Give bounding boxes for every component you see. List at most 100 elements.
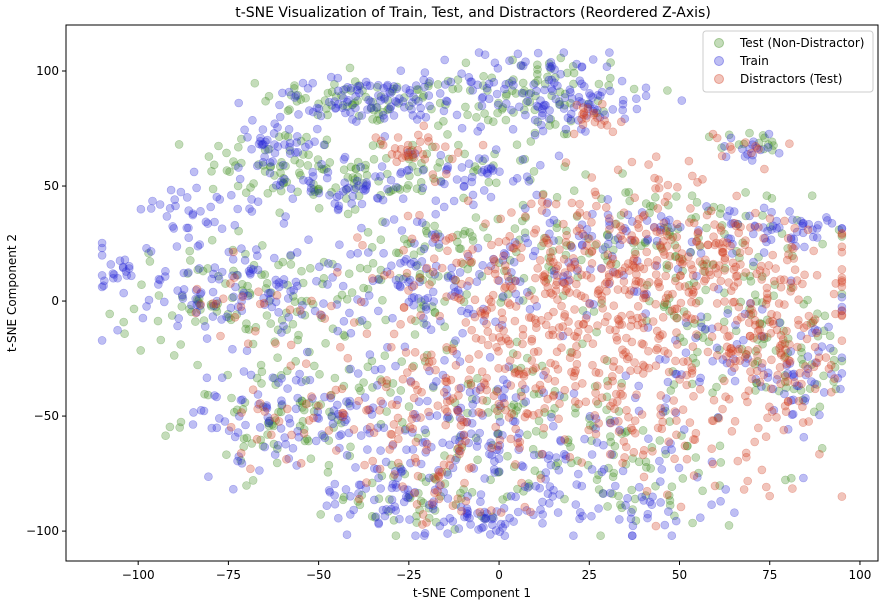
scatter-point-series-0	[662, 264, 672, 273]
scatter-point-series-0	[664, 293, 674, 303]
scatter-point-series-1	[577, 62, 587, 72]
scatter-point-series-0	[312, 401, 321, 410]
scatter-point-series-2	[453, 494, 463, 504]
scatter-point-series-2	[500, 399, 509, 408]
scatter-point-series-0	[331, 183, 341, 192]
scatter-point-series-0	[341, 194, 351, 203]
scatter-point-series-2	[385, 445, 395, 454]
scatter-point-series-0	[258, 161, 268, 170]
scatter-point-series-0	[298, 403, 307, 412]
scatter-point-series-2	[771, 264, 780, 273]
scatter-point-series-0	[478, 81, 488, 90]
scatter-point-series-2	[368, 456, 378, 466]
scatter-point-series-0	[424, 79, 434, 88]
scatter-point-series-1	[563, 113, 573, 123]
scatter-point-series-2	[360, 460, 369, 470]
scatter-point-series-0	[550, 403, 559, 413]
scatter-point-series-0	[346, 442, 355, 452]
scatter-point-series-0	[806, 319, 816, 328]
scatter-point-series-0	[583, 233, 593, 243]
scatter-point-series-0	[642, 280, 652, 290]
scatter-point-series-2	[651, 270, 661, 279]
scatter-point-series-2	[780, 216, 789, 226]
scatter-point-series-2	[614, 365, 624, 374]
scatter-point-series-2	[582, 211, 592, 220]
scatter-point-series-2	[719, 376, 729, 386]
scatter-point-series-0	[280, 131, 290, 140]
scatter-point-series-0	[343, 209, 353, 219]
y-axis-label: t-SNE Component 2	[5, 234, 19, 352]
scatter-point-series-2	[809, 246, 819, 256]
scatter-point-series-0	[247, 439, 257, 448]
scatter-point-series-1	[774, 148, 784, 158]
scatter-point-series-1	[409, 300, 418, 310]
scatter-point-series-1	[599, 440, 608, 450]
scatter-point-series-1	[533, 102, 543, 112]
scatter-point-series-0	[717, 221, 727, 230]
scatter-point-series-2	[622, 354, 632, 364]
scatter-point-series-0	[534, 416, 544, 426]
scatter-point-series-0	[400, 469, 410, 479]
scatter-point-series-0	[444, 154, 454, 164]
scatter-point-series-2	[286, 340, 296, 350]
scatter-point-series-0	[520, 86, 529, 95]
scatter-point-series-0	[375, 115, 385, 124]
scatter-point-series-2	[755, 377, 765, 387]
scatter-point-series-1	[521, 110, 530, 120]
scatter-point-series-0	[421, 477, 431, 487]
scatter-point-series-0	[659, 223, 669, 233]
scatter-point-series-0	[454, 140, 463, 150]
scatter-point-series-1	[391, 182, 401, 192]
scatter-point-series-0	[515, 156, 525, 165]
scatter-point-series-2	[230, 312, 240, 322]
scatter-point-series-1	[395, 514, 404, 524]
scatter-point-series-0	[319, 257, 329, 267]
scatter-point-series-0	[494, 98, 503, 108]
scatter-point-series-0	[194, 294, 204, 304]
scatter-point-series-0	[668, 367, 678, 376]
scatter-point-series-1	[100, 276, 109, 286]
scatter-point-series-2	[427, 499, 437, 508]
scatter-point-series-0	[594, 79, 604, 89]
scatter-point-series-2	[673, 182, 682, 192]
scatter-point-series-2	[405, 422, 415, 432]
scatter-point-series-2	[680, 441, 690, 451]
scatter-point-series-1	[333, 513, 343, 523]
scatter-point-series-2	[570, 305, 579, 314]
scatter-point-series-0	[783, 244, 793, 253]
scatter-point-series-0	[418, 275, 428, 285]
scatter-point-series-1	[588, 55, 598, 64]
scatter-point-series-1	[298, 78, 308, 88]
scatter-point-series-0	[240, 398, 250, 407]
scatter-point-series-1	[341, 108, 350, 118]
scatter-point-series-1	[214, 274, 224, 284]
scatter-point-series-2	[639, 472, 649, 482]
scatter-point-series-1	[256, 133, 265, 143]
scatter-point-series-2	[727, 426, 737, 436]
scatter-point-series-0	[222, 166, 232, 175]
scatter-point-series-0	[422, 350, 432, 360]
scatter-point-series-1	[242, 346, 252, 356]
scatter-point-series-1	[435, 89, 445, 98]
scatter-point-series-2	[675, 375, 685, 384]
scatter-point-series-2	[725, 358, 735, 368]
scatter-point-series-1	[144, 295, 154, 305]
scatter-point-series-0	[720, 288, 729, 298]
scatter-point-series-1	[320, 433, 330, 443]
scatter-point-series-1	[184, 233, 193, 242]
scatter-point-series-1	[351, 103, 360, 113]
scatter-point-series-0	[404, 101, 414, 111]
legend-label: Distractors (Test)	[740, 72, 842, 86]
scatter-point-series-0	[494, 467, 504, 477]
scatter-point-series-1	[314, 262, 324, 272]
scatter-point-series-0	[752, 296, 761, 306]
scatter-point-series-0	[261, 284, 271, 293]
scatter-point-series-2	[633, 301, 643, 311]
scatter-point-series-0	[503, 289, 513, 299]
scatter-point-series-1	[479, 186, 489, 195]
scatter-point-series-0	[592, 108, 601, 118]
scatter-point-series-1	[419, 244, 429, 254]
scatter-point-series-0	[609, 468, 619, 478]
scatter-point-series-2	[375, 405, 384, 415]
scatter-point-series-1	[196, 207, 205, 216]
